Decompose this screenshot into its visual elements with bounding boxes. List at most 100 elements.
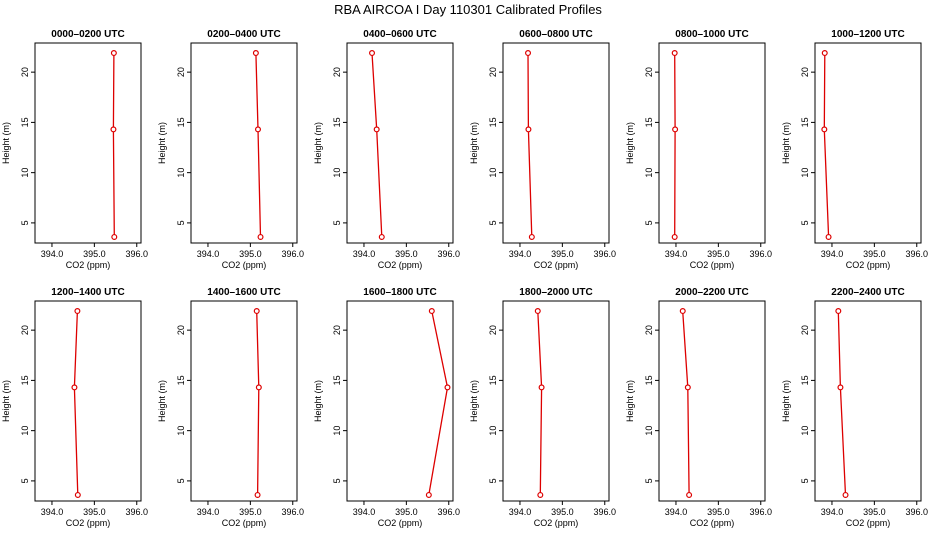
y-axis-label: Height (m) [1,380,11,422]
data-point [110,50,117,57]
panel-title: 1600–1800 UTC [363,287,436,298]
plot-frame [502,300,610,502]
x-tick-label: 394.0 [665,249,688,259]
data-point [528,233,535,240]
x-tick-label: 396.0 [593,507,616,517]
data-point [821,50,828,57]
x-tick-label: 396.0 [281,507,304,517]
x-tick-label: 394.0 [509,507,532,517]
plot-frame [814,42,922,244]
x-axis-label: CO2 (ppm) [66,260,111,270]
x-tick-label: 396.0 [749,507,772,517]
x-tick-label: 396.0 [905,249,928,259]
plot-frame [346,42,454,244]
y-tick-label: 10 [176,426,186,436]
y-tick-label: 15 [176,117,186,127]
x-tick-label: 394.0 [353,249,376,259]
y-tick-label: 15 [332,375,342,385]
profile-line [73,311,79,496]
profile-line [428,310,449,496]
panel-11: 2000–2200 UTC 394.0 395.0 396.0 5 10 15 20 CO2 (… [625,287,772,528]
y-tick-label: 10 [20,168,30,178]
x-tick-label: 395.0 [239,507,262,517]
panel-9: 1600–1800 UTC 394.0 395.0 396.0 5 10 15 20 CO2 (… [313,287,460,528]
x-axis-label: CO2 (ppm) [222,518,267,528]
y-tick-label: 10 [644,168,654,178]
figure-title: RBA AIRCOA I Day 110301 Calibrated Profi… [334,2,602,17]
data-point [842,491,849,498]
data-point [110,126,117,133]
x-axis-label: CO2 (ppm) [690,260,735,270]
data-point [538,384,545,391]
x-axis-label: CO2 (ppm) [690,518,735,528]
y-axis-label: Height (m) [469,122,479,164]
y-tick-label: 15 [488,117,498,127]
y-tick-label: 20 [176,67,186,77]
y-tick-label: 5 [488,478,498,483]
x-axis-label: CO2 (ppm) [534,260,579,270]
profile-line [112,53,115,238]
x-axis-label: CO2 (ppm) [222,260,267,270]
y-tick-label: 20 [332,325,342,335]
y-tick-label: 10 [332,168,342,178]
profile-line [255,53,262,238]
x-axis-label: CO2 (ppm) [378,260,423,270]
y-tick-label: 5 [800,478,810,483]
x-axis-label: CO2 (ppm) [534,518,579,528]
y-tick-label: 10 [800,168,810,178]
y-tick-label: 5 [20,220,30,225]
data-point [534,308,541,315]
y-tick-label: 10 [800,426,810,436]
y-tick-label: 5 [644,478,654,483]
x-tick-label: 395.0 [551,249,574,259]
data-point [686,491,693,498]
y-tick-label: 5 [176,478,186,483]
panel-title: 0800–1000 UTC [675,29,748,40]
x-tick-label: 394.0 [41,249,64,259]
profile-line [682,311,690,496]
plot-frame [34,42,142,244]
profile-line [256,311,260,496]
panel-7: 1200–1400 UTC 394.0 395.0 396.0 5 10 15 20 CO2 (… [1,287,148,528]
data-point [837,384,844,391]
y-tick-label: 15 [488,375,498,385]
y-tick-label: 5 [332,478,342,483]
x-tick-label: 396.0 [437,507,460,517]
panel-6: 1000–1200 UTC 394.0 395.0 396.0 5 10 15 20 CO2 (… [781,29,928,270]
data-point [71,384,78,391]
x-tick-label: 395.0 [83,507,106,517]
plot-frame [502,42,610,244]
y-tick-label: 5 [332,220,342,225]
x-tick-label: 395.0 [863,249,886,259]
data-point [444,384,451,391]
y-tick-label: 15 [176,375,186,385]
y-tick-label: 5 [488,220,498,225]
panel-title: 1000–1200 UTC [831,29,904,40]
data-point [525,50,532,57]
profile-line [537,311,543,496]
panel-title: 0600–0800 UTC [519,29,592,40]
y-axis-label: Height (m) [625,122,635,164]
panel-title: 0200–0400 UTC [207,29,280,40]
data-point [254,126,261,133]
x-tick-label: 395.0 [707,249,730,259]
y-tick-label: 10 [488,426,498,436]
panel-grid: 0000–0200 UTC 394.0 395.0 396.0 5 10 15 20 CO2 (… [1,29,928,528]
x-tick-label: 396.0 [749,249,772,259]
x-tick-label: 395.0 [83,249,106,259]
x-axis-label: CO2 (ppm) [846,518,891,528]
data-point [425,491,432,498]
y-axis-label: Height (m) [313,380,323,422]
y-tick-label: 15 [644,375,654,385]
panel-title: 1200–1400 UTC [51,287,124,298]
plot-frame [190,300,298,502]
x-tick-label: 395.0 [395,249,418,259]
y-tick-label: 20 [800,325,810,335]
data-point [253,308,260,315]
data-point [537,491,544,498]
y-tick-label: 5 [20,478,30,483]
panel-title: 0400–0600 UTC [363,29,436,40]
x-tick-label: 396.0 [125,507,148,517]
panel-8: 1400–1600 UTC 394.0 395.0 396.0 5 10 15 20 CO2 (… [157,287,304,528]
